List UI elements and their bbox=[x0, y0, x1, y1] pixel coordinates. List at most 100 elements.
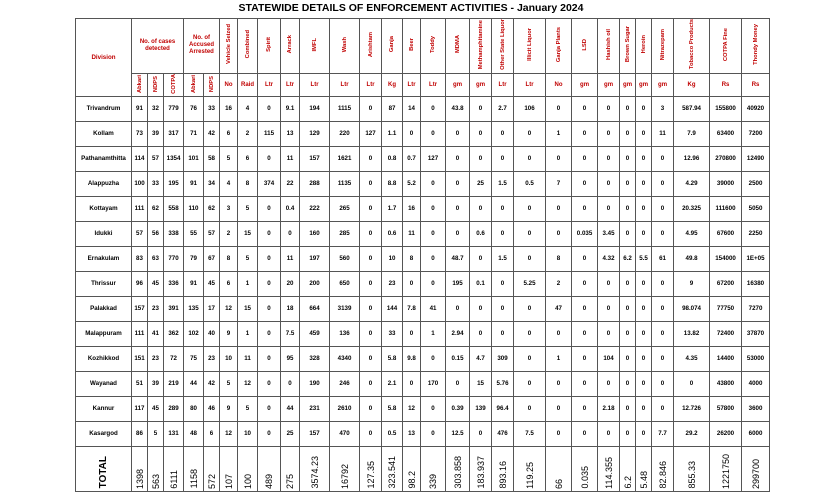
value-cell: 362 bbox=[162, 320, 185, 347]
value-cell: 6 bbox=[237, 145, 259, 172]
value-cell: 8.8 bbox=[381, 170, 404, 197]
value-cell: 1.7 bbox=[381, 195, 404, 222]
value-cell: 0 bbox=[635, 145, 653, 172]
value-cell: 91 bbox=[131, 95, 148, 122]
value-cell: 117 bbox=[131, 395, 148, 422]
value-cell: 0 bbox=[420, 220, 447, 247]
value-cell: 0 bbox=[402, 270, 422, 297]
value-cell: 155800 bbox=[709, 95, 743, 122]
value-cell: 0 bbox=[491, 120, 515, 147]
value-cell: 114 bbox=[131, 145, 148, 172]
value-cell: 71 bbox=[183, 120, 205, 147]
total-value: 114.355 bbox=[603, 456, 614, 489]
value-cell: 2500 bbox=[741, 170, 771, 197]
unit-cell: Ltr bbox=[513, 72, 547, 97]
unit-cell: Ltr bbox=[402, 72, 422, 97]
value-cell: 48.7 bbox=[445, 245, 471, 272]
value-cell: 2.1 bbox=[381, 370, 404, 397]
header-illicit: Illicit Liquor bbox=[526, 28, 533, 61]
value-cell: 12.726 bbox=[673, 395, 711, 422]
value-cell: 0 bbox=[619, 120, 637, 147]
value-cell: 1 bbox=[237, 320, 259, 347]
value-cell: 4.29 bbox=[673, 170, 711, 197]
value-cell: 39000 bbox=[709, 170, 743, 197]
table-row: Ernakulam 83 63 770 79 67 8 5 0 11 197 560 0 10 8 0 48.7… bbox=[75, 245, 771, 272]
value-cell: 0 bbox=[359, 245, 383, 272]
value-cell: 0 bbox=[635, 320, 653, 347]
value-cell: 0 bbox=[651, 195, 675, 222]
header-brownsugar: Brown Sugar bbox=[624, 26, 631, 63]
value-cell: 16380 bbox=[741, 270, 771, 297]
value-cell: 104 bbox=[597, 345, 621, 372]
value-cell: 127 bbox=[359, 120, 383, 147]
value-cell: 7270 bbox=[741, 295, 771, 322]
value-cell: 0 bbox=[257, 220, 282, 247]
division-cell: Wayanad bbox=[75, 370, 132, 397]
value-cell: 16 bbox=[219, 95, 239, 122]
value-cell: 222 bbox=[299, 195, 331, 222]
value-cell: 0 bbox=[469, 95, 493, 122]
value-cell: 0 bbox=[545, 395, 573, 422]
value-cell: 0 bbox=[635, 120, 653, 147]
value-cell: 317 bbox=[162, 120, 185, 147]
value-cell: 0 bbox=[635, 270, 653, 297]
value-cell: 41 bbox=[147, 320, 164, 347]
value-cell: 14 bbox=[402, 95, 422, 122]
value-cell: 157 bbox=[299, 420, 331, 447]
value-cell: 0 bbox=[597, 370, 621, 397]
value-cell: 57 bbox=[203, 220, 221, 247]
table-row: Idukki 57 56 338 55 57 2 15 0 0 160 285 0 0.6 11 0 0 0.6 0… bbox=[75, 220, 771, 247]
value-cell: 0 bbox=[257, 370, 282, 397]
value-cell: 4.35 bbox=[673, 345, 711, 372]
value-cell: 11 bbox=[280, 245, 301, 272]
value-cell: 0 bbox=[597, 95, 621, 122]
header-cases: No. of cases detected bbox=[130, 18, 185, 74]
value-cell: 2.18 bbox=[597, 395, 621, 422]
value-cell: 1.5 bbox=[491, 245, 515, 272]
header-ganjaplants: Ganja Plants bbox=[555, 26, 562, 62]
value-cell: 76 bbox=[183, 95, 205, 122]
unit-cell: Raid bbox=[237, 72, 259, 97]
value-cell: 86 bbox=[131, 420, 148, 447]
value-cell: 0 bbox=[491, 195, 515, 222]
unit-cell: Ltr bbox=[329, 72, 361, 97]
value-cell: 12.5 bbox=[445, 420, 471, 447]
value-cell: 0 bbox=[635, 420, 653, 447]
value-cell: 0 bbox=[445, 120, 471, 147]
value-cell: 1.5 bbox=[491, 170, 515, 197]
value-cell: 194 bbox=[299, 95, 331, 122]
value-cell: 0 bbox=[359, 95, 383, 122]
value-cell: 67200 bbox=[709, 270, 743, 297]
value-cell: 476 bbox=[491, 420, 515, 447]
value-cell: 12 bbox=[237, 370, 259, 397]
value-cell: 13 bbox=[402, 420, 422, 447]
value-cell: 0 bbox=[651, 220, 675, 247]
value-cell: 0 bbox=[513, 320, 547, 347]
value-cell: 12490 bbox=[741, 145, 771, 172]
value-cell: 1 bbox=[545, 120, 573, 147]
value-cell: 0.5 bbox=[513, 170, 547, 197]
value-cell: 44 bbox=[280, 395, 301, 422]
table-body: Trivandrum 91 32 779 76 33 16 4 0 9.1 194 1115 0 87 14… bbox=[75, 95, 771, 492]
value-cell: 0 bbox=[619, 170, 637, 197]
header-combined: Combined bbox=[244, 30, 251, 59]
value-cell: 219 bbox=[162, 370, 185, 397]
value-cell: 136 bbox=[329, 320, 361, 347]
value-cell: 2 bbox=[219, 220, 239, 247]
value-cell: 0 bbox=[571, 320, 599, 347]
value-cell: 40 bbox=[203, 320, 221, 347]
value-cell: 5 bbox=[219, 145, 239, 172]
enforcement-table: Division No. of cases detected No. of Ac… bbox=[75, 18, 771, 492]
value-cell: 129 bbox=[299, 120, 331, 147]
value-cell: 0 bbox=[571, 295, 599, 322]
value-cell: 111 bbox=[131, 195, 148, 222]
value-cell: 9.1 bbox=[280, 95, 301, 122]
value-cell: 0 bbox=[545, 145, 573, 172]
value-cell: 0 bbox=[619, 95, 637, 122]
table-row: Kannur 117 45 289 80 46 9 5 0 44 231 2610 0 5.8 12 0 0.3… bbox=[75, 395, 771, 422]
division-cell: Kannur bbox=[75, 395, 132, 422]
value-cell: 58 bbox=[203, 145, 221, 172]
value-cell: 0 bbox=[597, 420, 621, 447]
unit-cell: No bbox=[219, 72, 239, 97]
value-cell: 0 bbox=[619, 220, 637, 247]
